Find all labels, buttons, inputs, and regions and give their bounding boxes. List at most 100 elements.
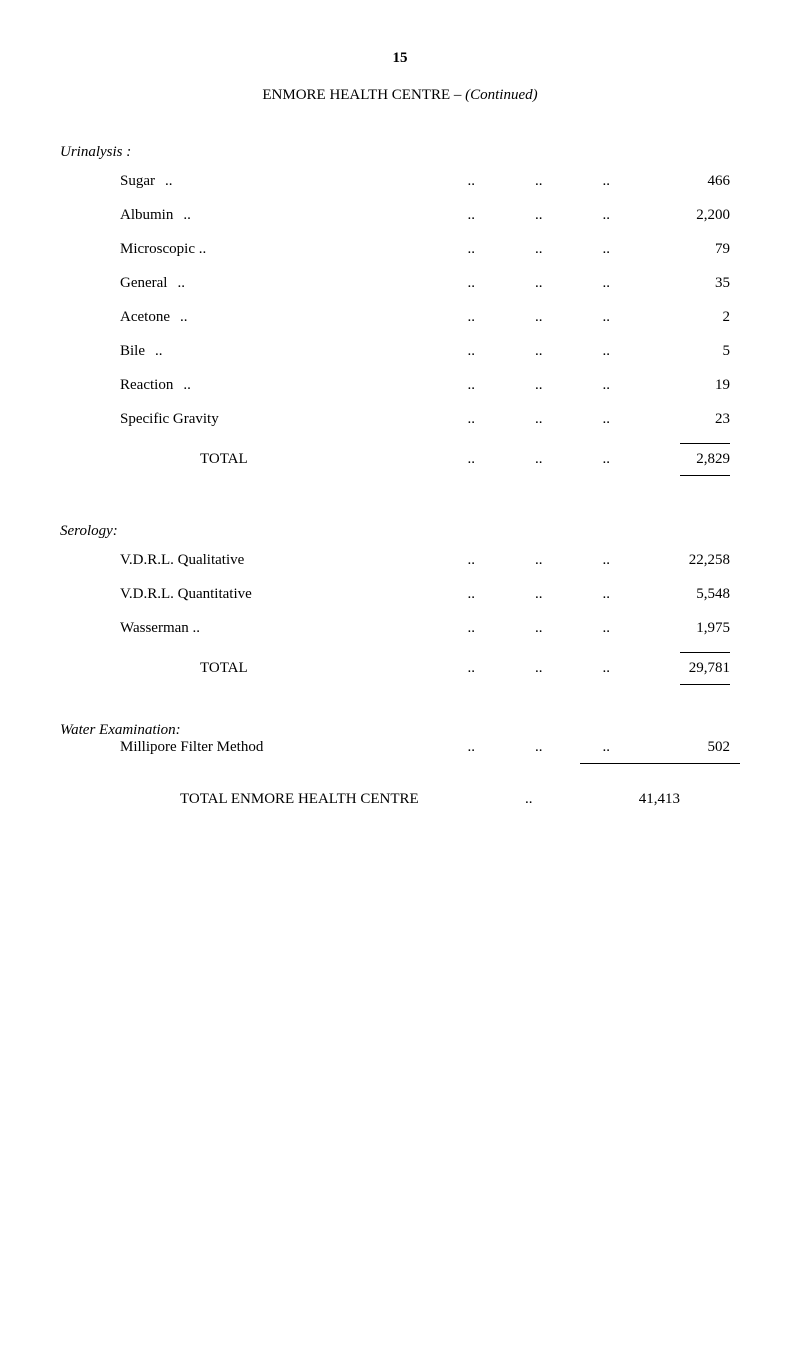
total-value: 29,781 (640, 660, 740, 677)
row-value: 502 (640, 739, 740, 756)
row-value: 23 (640, 411, 740, 428)
row-value: 5,548 (640, 586, 740, 603)
label-text: V.D.R.L. Qualitative (120, 552, 244, 568)
leader-dots: .. (438, 739, 506, 756)
row-label: V.D.R.L. Qualitative (60, 552, 244, 569)
table-row: V.D.R.L. Quantitative .. .. .. 5,548 (60, 586, 740, 608)
leader-dots: .. (573, 739, 641, 756)
leader-dots: .. (183, 207, 191, 224)
leader-dots: .. (505, 411, 573, 428)
label-text: Albumin (120, 207, 173, 223)
label-text: Microscopic .. (120, 241, 206, 257)
leader-dots: .. (438, 343, 506, 360)
urinalysis-header: Urinalysis : (60, 144, 740, 161)
total-value: 2,829 (640, 451, 740, 468)
leader-dots: .. (573, 660, 641, 677)
row-label: Specific Gravity (60, 411, 219, 428)
total-label: TOTAL (60, 660, 248, 677)
row-value: 2 (640, 309, 740, 326)
row-value: 466 (640, 173, 740, 190)
title-dash: – (450, 87, 465, 103)
table-row: Specific Gravity .. .. .. 23 (60, 411, 740, 433)
label-text: General (120, 275, 167, 291)
leader-dots: .. (505, 660, 573, 677)
row-label: General.. (60, 275, 185, 292)
leader-dots: .. (573, 309, 641, 326)
leader-dots: .. (438, 586, 506, 603)
title-part1: ENMORE HEALTH CENTRE (262, 87, 450, 103)
leader-dots: .. (438, 451, 506, 468)
leader-dots: .. (505, 241, 573, 258)
table-row: Bile.. .. .. .. 5 (60, 343, 740, 365)
leader-dots: .. (155, 343, 163, 360)
row-label: Albumin.. (60, 207, 191, 224)
leader-dots: .. (573, 377, 641, 394)
row-label: Acetone.. (60, 309, 187, 326)
row-label: Microscopic .. (60, 241, 206, 258)
table-row: General.. .. .. .. 35 (60, 275, 740, 297)
row-label: Bile.. (60, 343, 163, 360)
serology-header: Serology: (60, 523, 740, 540)
row-label: V.D.R.L. Quantitative (60, 586, 252, 603)
leader-dots: .. (438, 552, 506, 569)
leader-dots: .. (438, 207, 506, 224)
leader-dots: .. (438, 309, 506, 326)
label-text: V.D.R.L. Quantitative (120, 586, 252, 602)
leader-dots: .. (505, 586, 573, 603)
leader-dots: .. (505, 451, 573, 468)
label-text: Wasserman .. (120, 620, 200, 636)
row-value: 35 (640, 275, 740, 292)
leader-dots: .. (505, 207, 573, 224)
total-label: TOTAL (60, 451, 248, 468)
title-part2: (Continued) (465, 87, 538, 103)
row-value: 2,200 (640, 207, 740, 224)
leader-dots: .. (177, 275, 185, 292)
leader-dots: .. (165, 173, 173, 190)
leader-dots: .. (573, 552, 641, 569)
page-number: 15 (60, 50, 740, 67)
leader-dots: .. (183, 377, 191, 394)
leader-dots: .. (505, 791, 553, 808)
leader-dots: .. (438, 241, 506, 258)
leader-dots: .. (505, 309, 573, 326)
water-header: Water Examination: (60, 722, 740, 739)
row-value: 79 (640, 241, 740, 258)
label-text: Bile (120, 343, 145, 359)
row-value: 1,975 (640, 620, 740, 637)
leader-dots: .. (573, 241, 641, 258)
grand-total-label: TOTAL ENMORE HEALTH CENTRE (60, 791, 419, 808)
label-text: Specific Gravity (120, 411, 219, 427)
leader-dots: .. (573, 411, 641, 428)
leader-dots: .. (505, 620, 573, 637)
document-title: ENMORE HEALTH CENTRE – (Continued) (60, 87, 740, 104)
leader-dots: .. (438, 173, 506, 190)
leader-dots: .. (505, 552, 573, 569)
label-text: Millipore Filter Method (120, 739, 263, 755)
table-row: Wasserman .. .. .. .. 1,975 (60, 620, 740, 642)
label-text: Acetone (120, 309, 170, 325)
row-label: Wasserman .. (60, 620, 200, 637)
label-text: Sugar (120, 173, 155, 189)
total-row: TOTAL .. .. .. 2,829 (60, 451, 740, 473)
table-row: Sugar.. .. .. .. 466 (60, 173, 740, 195)
leader-dots: .. (505, 275, 573, 292)
leader-dots: .. (438, 660, 506, 677)
table-row: Millipore Filter Method .. .. .. 502 (60, 739, 740, 761)
table-row: Reaction.. .. .. .. 19 (60, 377, 740, 399)
leader-dots: .. (573, 275, 641, 292)
row-label: Reaction.. (60, 377, 191, 394)
leader-dots: .. (438, 620, 506, 637)
row-value: 5 (640, 343, 740, 360)
leader-dots: .. (573, 451, 641, 468)
table-row: V.D.R.L. Qualitative .. .. .. 22,258 (60, 552, 740, 574)
leader-dots: .. (438, 377, 506, 394)
table-row: Albumin.. .. .. .. 2,200 (60, 207, 740, 229)
leader-dots: .. (180, 309, 188, 326)
label-text: Reaction (120, 377, 173, 393)
leader-dots: .. (505, 173, 573, 190)
table-row: Microscopic .. .. .. .. 79 (60, 241, 740, 263)
leader-dots: .. (573, 173, 641, 190)
leader-dots: .. (505, 377, 573, 394)
row-value: 22,258 (640, 552, 740, 569)
leader-dots: .. (573, 343, 641, 360)
